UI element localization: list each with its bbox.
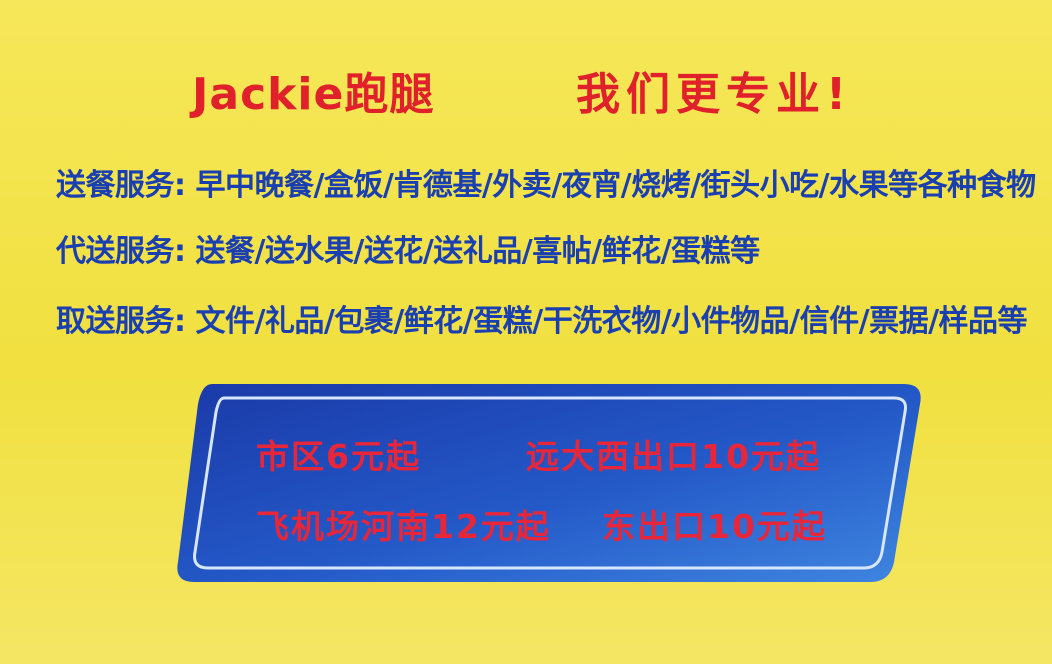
price-downtown: 市区6元起 xyxy=(256,437,421,476)
price-airport-henan: 飞机场河南12元起 xyxy=(256,507,551,546)
service-line-pickup-delivery: 取送服务: 文件/礼品/包裹/鲜花/蛋糕/干洗衣物/小件物品/信件/票据/样品等 xyxy=(56,304,1028,339)
service-line-proxy-delivery: 代送服务: 送餐/送水果/送花/送礼品/喜帖/鲜花/蛋糕等 xyxy=(56,234,760,269)
card-header: Jackie跑腿 我们更专业! xyxy=(0,58,1052,128)
brand-name: Jackie跑腿 xyxy=(192,69,435,120)
price-far-west-exit: 远大西出口10元起 xyxy=(526,437,821,476)
price-panel-background xyxy=(177,384,921,582)
price-east-exit: 东出口10元起 xyxy=(602,507,827,546)
slogan: 我们更专业! xyxy=(576,69,853,120)
service-line-food-delivery: 送餐服务: 早中晚餐/盒饭/肯德基/外卖/夜宵/烧烤/街头小吃/水果等各种食物 xyxy=(56,168,1036,203)
price-panel: 市区6元起 远大西出口10元起 飞机场河南12元起 东出口10元起 xyxy=(172,380,928,586)
